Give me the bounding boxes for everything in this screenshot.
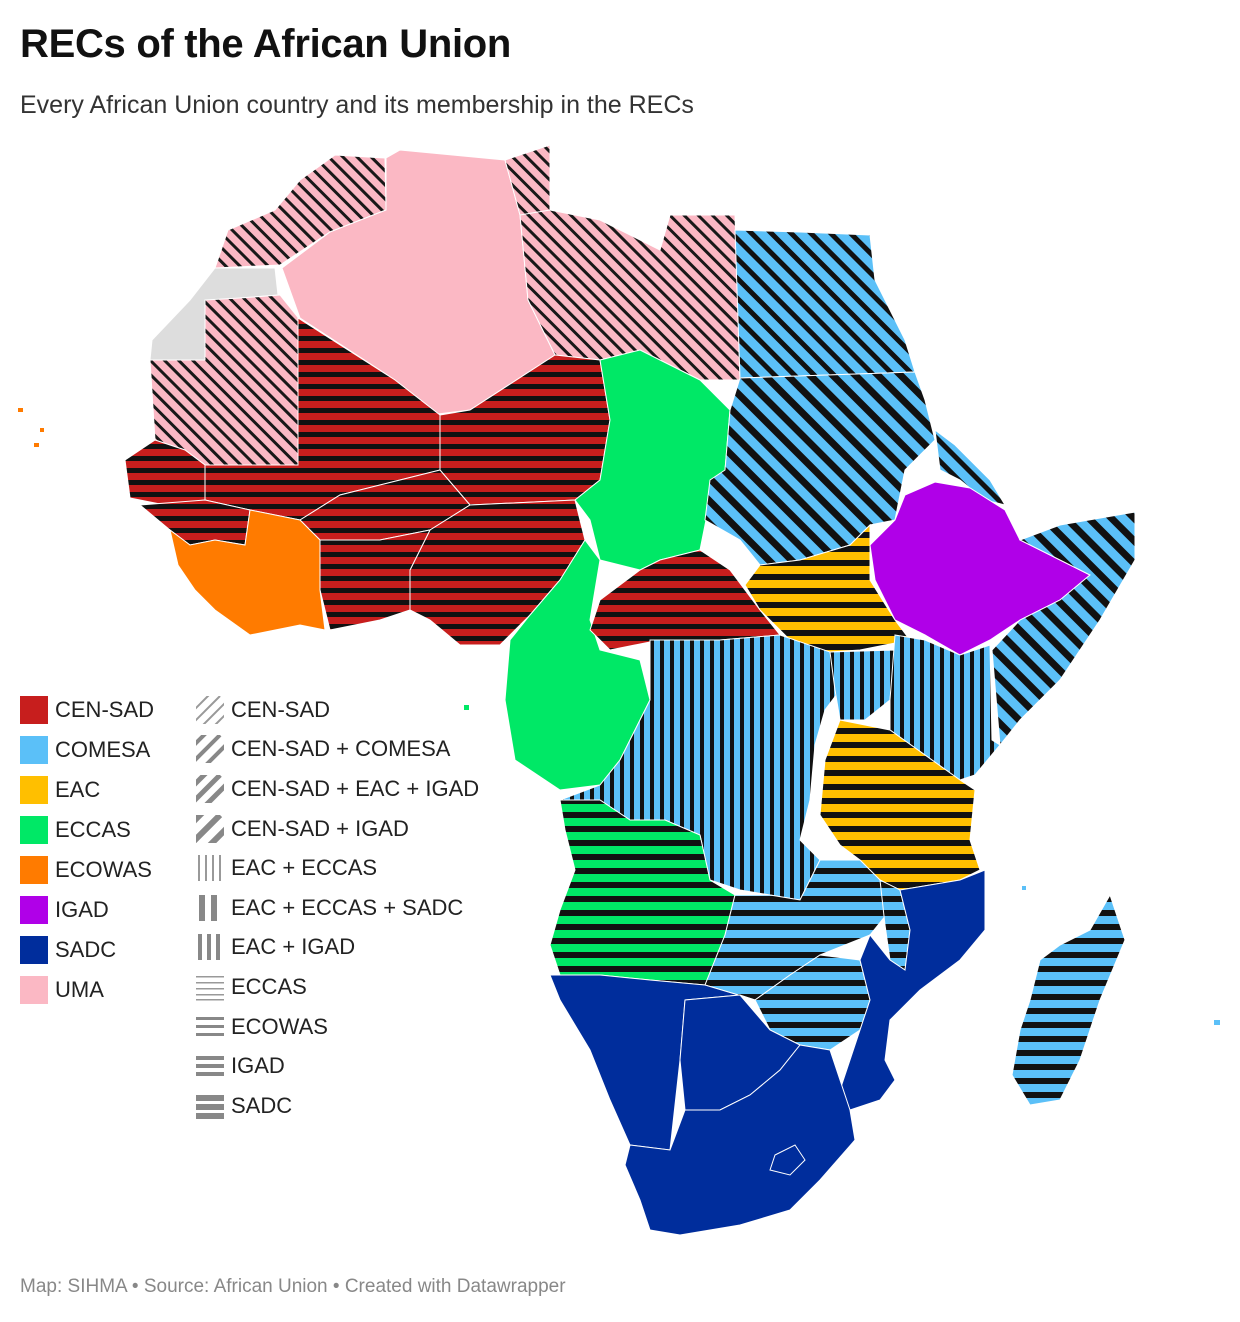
swatch-vertical-thick bbox=[196, 894, 224, 922]
map-subtitle: Every African Union country and its memb… bbox=[20, 91, 694, 119]
legend-item-pattern-ecowas: ECOWAS bbox=[196, 1007, 479, 1047]
legend-label: SADC bbox=[55, 937, 117, 962]
legend-label: CEN-SAD + EAC + IGAD bbox=[231, 775, 480, 801]
legend-item-pattern-cen-sad-comesa: CEN-SAD + COMESA bbox=[196, 730, 479, 770]
swatch-eccas bbox=[20, 816, 48, 844]
legend-item-pattern-eac-igad: EAC + IGAD bbox=[196, 928, 479, 968]
legend-label: COMESA bbox=[55, 737, 151, 762]
swatch-ecowas bbox=[20, 856, 48, 884]
legend-label: CEN-SAD + COMESA bbox=[231, 736, 451, 762]
swatch-diagonal-medium bbox=[196, 735, 224, 764]
swatch-vertical-thin bbox=[196, 854, 224, 882]
region-south-africa bbox=[624, 1044, 856, 1236]
legend-item-pattern-cen-sad-eac-igad: CEN-SAD + EAC + IGAD bbox=[196, 769, 479, 809]
legend-solid: CEN-SAD COMESA EAC ECCAS ECOWAS IGAD SAD… bbox=[20, 690, 154, 1010]
region-car bbox=[589, 549, 781, 651]
legend-label: SADC bbox=[231, 1092, 293, 1118]
legend-item-uma: UMA bbox=[20, 970, 154, 1010]
legend-label: CEN-SAD bbox=[55, 697, 155, 722]
legend-label: ECCAS bbox=[231, 973, 307, 999]
region-liberia-ivory-coast bbox=[169, 509, 326, 636]
legend-label: IGAD bbox=[55, 897, 109, 922]
island-cape-verde-2 bbox=[40, 428, 44, 432]
swatch-sadc bbox=[20, 936, 48, 964]
swatch-igad bbox=[20, 896, 48, 924]
legend-item-pattern-cen-sad: CEN-SAD bbox=[196, 690, 479, 730]
legend-label: IGAD bbox=[231, 1053, 285, 1079]
region-madagascar bbox=[1011, 893, 1126, 1106]
legend-label: EAC bbox=[55, 777, 101, 802]
swatch-vertical-medium bbox=[196, 933, 224, 961]
region-mozambique bbox=[839, 869, 986, 1111]
region-guinea bbox=[138, 499, 251, 546]
legend-item-sadc: SADC bbox=[20, 930, 154, 970]
legend-item-igad: IGAD bbox=[20, 890, 154, 930]
region-uganda bbox=[829, 649, 896, 721]
legend-label: EAC + IGAD bbox=[231, 934, 356, 960]
region-senegal-gambia bbox=[124, 439, 206, 506]
island-comoros bbox=[1022, 886, 1026, 890]
swatch-horizontal-thin bbox=[196, 973, 224, 1001]
legend-label: UMA bbox=[55, 977, 104, 1002]
swatch-horizontal-thick bbox=[196, 1052, 224, 1080]
region-kenya bbox=[889, 634, 1001, 781]
swatch-diagonal-thick bbox=[196, 774, 224, 803]
legend-item-pattern-eac-eccas: EAC + ECCAS bbox=[196, 848, 479, 888]
africa-map bbox=[18, 144, 1220, 1236]
legend-label: ECCAS bbox=[55, 817, 131, 842]
swatch-eac bbox=[20, 776, 48, 804]
legend-item-cen-sad: CEN-SAD bbox=[20, 690, 154, 730]
island-sao-tome bbox=[464, 705, 469, 710]
legend-label: ECOWAS bbox=[55, 857, 152, 882]
swatch-uma bbox=[20, 976, 48, 1004]
legend-label: ECOWAS bbox=[231, 1013, 328, 1039]
region-egypt bbox=[734, 229, 916, 379]
region-somalia bbox=[991, 511, 1136, 747]
region-ghana-togo-benin bbox=[319, 529, 431, 631]
legend-label: EAC + ECCAS + SADC bbox=[231, 894, 464, 920]
swatch-diagonal-thin bbox=[196, 695, 224, 724]
swatch-cen-sad bbox=[20, 696, 48, 724]
legend-item-eac: EAC bbox=[20, 770, 154, 810]
legend-label: EAC + ECCAS bbox=[231, 855, 378, 881]
map-title: RECs of the African Union bbox=[20, 22, 512, 66]
legend-label: CEN-SAD + IGAD bbox=[231, 815, 409, 841]
swatch-horizontal-medium bbox=[196, 1013, 224, 1041]
legend-item-pattern-cen-sad-igad: CEN-SAD + IGAD bbox=[196, 809, 479, 849]
island-mauritius bbox=[1214, 1020, 1220, 1025]
swatch-comesa bbox=[20, 736, 48, 764]
legend-item-pattern-igad: IGAD bbox=[196, 1046, 479, 1086]
island-cape-verde-3 bbox=[34, 443, 39, 447]
legend-item-pattern-sadc: SADC bbox=[196, 1086, 479, 1126]
legend-label: CEN-SAD bbox=[231, 696, 331, 722]
source-footer: Map: SIHMA • Source: African Union • Cre… bbox=[20, 1276, 566, 1297]
legend-item-ecowas: ECOWAS bbox=[20, 850, 154, 890]
region-lesotho bbox=[769, 1144, 806, 1176]
legend-item-pattern-eac-eccas-sadc: EAC + ECCAS + SADC bbox=[196, 888, 479, 928]
legend-patterns: CEN-SAD CEN-SAD + COMESA CEN-SAD + EAC +… bbox=[196, 690, 479, 1126]
swatch-horizontal-thicker bbox=[196, 1092, 224, 1120]
legend-item-eccas: ECCAS bbox=[20, 810, 154, 850]
island-cape-verde-1 bbox=[18, 408, 23, 412]
region-eritrea bbox=[934, 428, 1007, 506]
swatch-diagonal-thicker bbox=[196, 814, 224, 843]
legend-item-comesa: COMESA bbox=[20, 730, 154, 770]
legend-item-pattern-eccas: ECCAS bbox=[196, 967, 479, 1007]
